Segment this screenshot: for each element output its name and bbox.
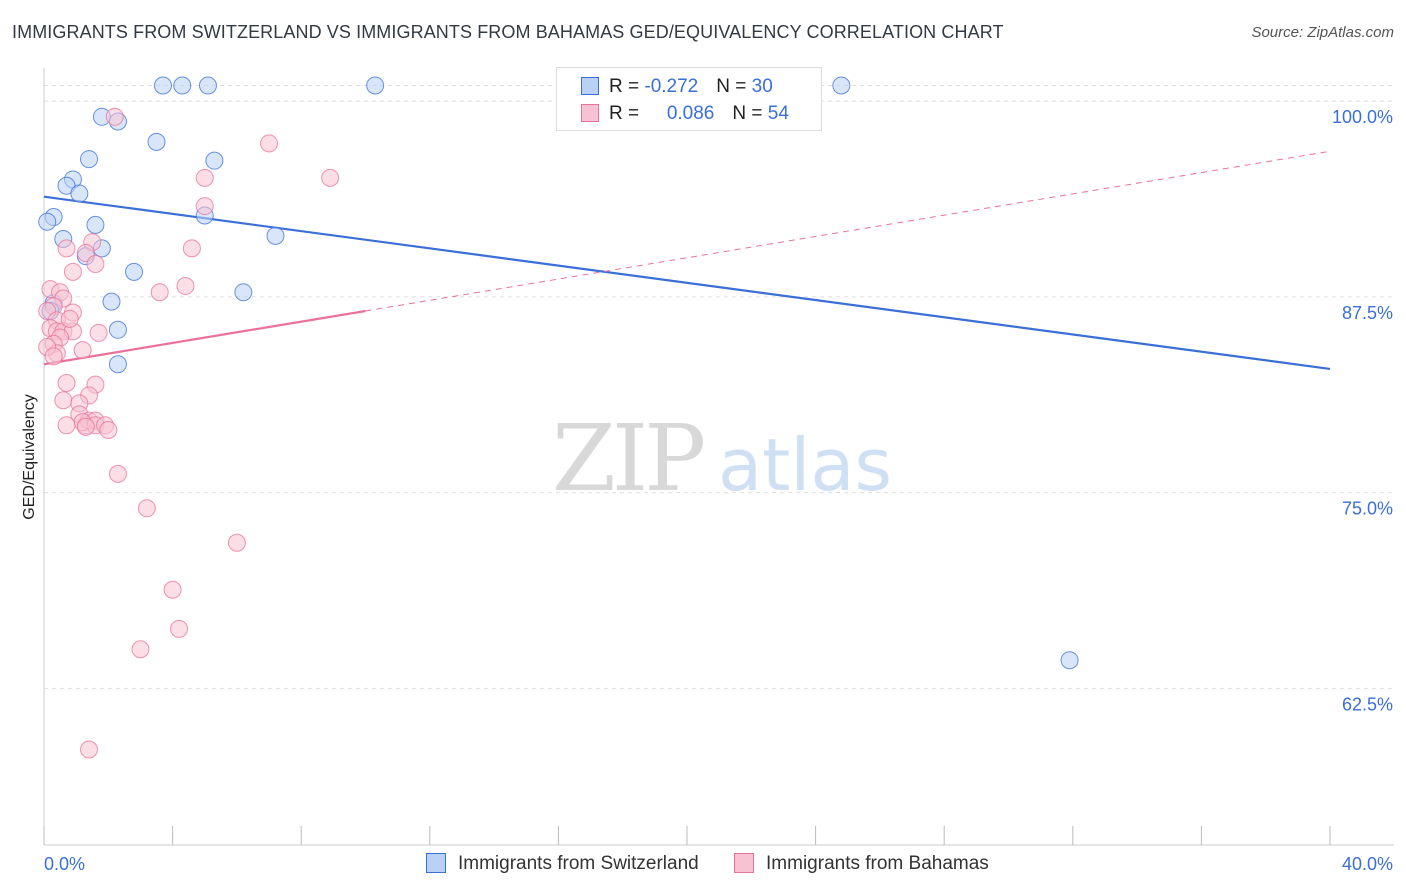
tick-labels: 62.5% 75.0% 87.5% 100.0% 0.0% 40.0%	[44, 107, 1393, 874]
switzerland-swatch	[581, 77, 599, 95]
n-label: N =	[716, 76, 752, 97]
bahamas-swatch	[734, 853, 755, 873]
stats-legend: R = -0.272 N = 30 R = 0.086 N = 54	[556, 67, 822, 131]
point-switzerland	[80, 150, 99, 169]
chart-title: IMMIGRANTS FROM SWITZERLAND VS IMMIGRANT…	[12, 22, 1004, 42]
bahamas-swatch	[581, 104, 599, 122]
data-points	[38, 76, 1079, 759]
point-bahamas	[73, 341, 92, 360]
point-switzerland	[832, 76, 851, 95]
point-bahamas	[321, 168, 340, 187]
n-value: 30	[751, 76, 773, 97]
point-bahamas	[57, 374, 76, 393]
point-switzerland	[266, 226, 285, 245]
y-tick-label: 75.0%	[1342, 499, 1393, 519]
trend-line-dashed-1	[365, 150, 1331, 312]
point-bahamas	[60, 309, 79, 328]
legend-item-switzerland[interactable]: Immigrants from Switzerland	[426, 853, 699, 875]
n-value: 54	[767, 103, 789, 124]
point-bahamas	[108, 464, 127, 483]
trend-lines	[43, 150, 1331, 371]
r-value: 0.086	[666, 103, 715, 124]
point-bahamas	[260, 134, 279, 153]
point-bahamas	[57, 239, 76, 258]
point-bahamas	[86, 255, 105, 274]
point-bahamas	[176, 276, 195, 295]
point-bahamas	[99, 421, 118, 440]
series-legend: Immigrants from Switzerland Immigrants f…	[426, 853, 1019, 875]
n-label: N =	[732, 103, 768, 124]
point-switzerland	[108, 355, 127, 374]
point-switzerland	[108, 320, 127, 339]
watermark-atlas: atlas	[718, 423, 892, 507]
point-bahamas	[227, 533, 246, 552]
point-switzerland	[366, 76, 385, 95]
y-tick-label: 62.5%	[1342, 694, 1393, 714]
point-bahamas	[63, 262, 82, 281]
r-label: R =	[609, 76, 645, 97]
stats-row-switzerland: R = -0.272 N = 30	[581, 76, 773, 98]
point-switzerland	[125, 262, 144, 281]
point-bahamas	[105, 107, 124, 126]
point-switzerland	[205, 151, 224, 170]
point-bahamas	[182, 239, 201, 258]
x-tick-label-min: 0.0%	[44, 854, 85, 874]
trend-line-0	[43, 195, 1331, 371]
y-tick-label: 100.0%	[1332, 107, 1393, 127]
point-bahamas	[44, 347, 63, 366]
point-switzerland	[38, 212, 57, 231]
point-bahamas	[170, 619, 189, 638]
r-value: -0.272	[644, 76, 699, 97]
point-switzerland	[1060, 651, 1079, 670]
point-switzerland	[153, 76, 172, 95]
watermark-zip: ZIP	[552, 405, 703, 512]
point-switzerland	[173, 76, 192, 95]
point-bahamas	[150, 283, 169, 302]
point-bahamas	[195, 197, 214, 216]
point-switzerland	[198, 76, 217, 95]
point-switzerland	[70, 184, 89, 203]
point-bahamas	[54, 391, 73, 410]
x-tick-label-max: 40.0%	[1342, 854, 1393, 874]
trend-line-solid-1	[43, 309, 366, 366]
legend-item-bahamas[interactable]: Immigrants from Bahamas	[734, 853, 989, 875]
point-switzerland	[147, 132, 166, 151]
gridlines	[44, 84, 1394, 689]
legend-label: Immigrants from Switzerland	[458, 853, 699, 874]
stats-row-bahamas: R = 0.086 N = 54	[581, 103, 789, 125]
point-switzerland	[102, 292, 121, 311]
point-switzerland	[234, 283, 253, 302]
y-tick-label: 87.5%	[1342, 303, 1393, 323]
point-bahamas	[80, 740, 99, 759]
point-bahamas	[163, 580, 182, 599]
switzerland-swatch	[426, 853, 446, 873]
point-bahamas	[76, 417, 95, 436]
point-bahamas	[89, 323, 108, 342]
legend-label: Immigrants from Bahamas	[766, 853, 989, 874]
point-bahamas	[57, 416, 76, 435]
r-label: R =	[609, 103, 645, 124]
point-bahamas	[131, 640, 150, 659]
source-credit: Source: ZipAtlas.com	[1251, 24, 1394, 41]
point-bahamas	[195, 168, 214, 187]
point-bahamas	[137, 499, 156, 518]
point-switzerland	[86, 215, 105, 234]
watermark: ZIP atlas	[552, 405, 892, 512]
